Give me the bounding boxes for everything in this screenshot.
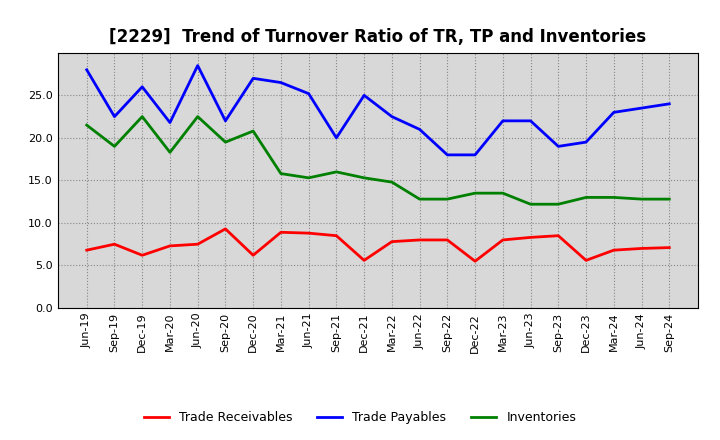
Trade Payables bbox=[471, 152, 480, 158]
Inventories bbox=[471, 191, 480, 196]
Trade Payables bbox=[637, 106, 646, 111]
Trade Payables bbox=[554, 144, 562, 149]
Trade Payables bbox=[415, 127, 424, 132]
Trade Receivables bbox=[221, 226, 230, 231]
Trade Payables bbox=[443, 152, 451, 158]
Inventories bbox=[526, 202, 535, 207]
Line: Trade Payables: Trade Payables bbox=[86, 66, 670, 155]
Trade Payables bbox=[138, 84, 147, 89]
Trade Payables bbox=[582, 139, 590, 145]
Trade Payables bbox=[526, 118, 535, 124]
Trade Receivables bbox=[82, 248, 91, 253]
Trade Receivables bbox=[249, 253, 258, 258]
Inventories bbox=[609, 195, 618, 200]
Trade Receivables bbox=[305, 231, 313, 236]
Inventories bbox=[387, 180, 396, 185]
Trade Receivables bbox=[138, 253, 147, 258]
Inventories bbox=[415, 197, 424, 202]
Inventories bbox=[221, 139, 230, 145]
Line: Trade Receivables: Trade Receivables bbox=[86, 229, 670, 261]
Inventories bbox=[249, 128, 258, 134]
Inventories bbox=[305, 175, 313, 180]
Trade Receivables bbox=[609, 248, 618, 253]
Inventories bbox=[498, 191, 507, 196]
Trade Payables bbox=[498, 118, 507, 124]
Trade Payables bbox=[249, 76, 258, 81]
Inventories bbox=[637, 197, 646, 202]
Trade Receivables bbox=[194, 242, 202, 247]
Inventories bbox=[110, 144, 119, 149]
Inventories bbox=[582, 195, 590, 200]
Trade Receivables bbox=[637, 246, 646, 251]
Trade Payables bbox=[110, 114, 119, 119]
Legend: Trade Receivables, Trade Payables, Inventories: Trade Receivables, Trade Payables, Inven… bbox=[139, 407, 581, 429]
Line: Inventories: Inventories bbox=[86, 117, 670, 204]
Inventories bbox=[554, 202, 562, 207]
Trade Payables bbox=[194, 63, 202, 68]
Trade Receivables bbox=[471, 259, 480, 264]
Inventories bbox=[443, 197, 451, 202]
Trade Payables bbox=[221, 118, 230, 124]
Trade Receivables bbox=[332, 233, 341, 238]
Inventories bbox=[166, 150, 174, 155]
Trade Receivables bbox=[415, 237, 424, 242]
Trade Payables bbox=[387, 114, 396, 119]
Trade Receivables bbox=[360, 258, 369, 263]
Trade Receivables bbox=[526, 235, 535, 240]
Trade Receivables bbox=[110, 242, 119, 247]
Inventories bbox=[665, 197, 674, 202]
Trade Payables bbox=[166, 120, 174, 125]
Trade Receivables bbox=[166, 243, 174, 249]
Trade Payables bbox=[665, 101, 674, 106]
Trade Receivables bbox=[387, 239, 396, 244]
Inventories bbox=[276, 171, 285, 176]
Trade Receivables bbox=[665, 245, 674, 250]
Trade Payables bbox=[332, 135, 341, 140]
Inventories bbox=[194, 114, 202, 119]
Trade Payables bbox=[360, 93, 369, 98]
Trade Receivables bbox=[443, 237, 451, 242]
Trade Receivables bbox=[276, 230, 285, 235]
Inventories bbox=[82, 122, 91, 128]
Trade Payables bbox=[305, 91, 313, 96]
Trade Receivables bbox=[582, 258, 590, 263]
Trade Receivables bbox=[554, 233, 562, 238]
Trade Payables bbox=[276, 80, 285, 85]
Trade Payables bbox=[82, 67, 91, 73]
Trade Receivables bbox=[498, 237, 507, 242]
Inventories bbox=[332, 169, 341, 175]
Trade Payables bbox=[609, 110, 618, 115]
Title: [2229]  Trend of Turnover Ratio of TR, TP and Inventories: [2229] Trend of Turnover Ratio of TR, TP… bbox=[109, 28, 647, 46]
Inventories bbox=[138, 114, 147, 119]
Inventories bbox=[360, 175, 369, 180]
